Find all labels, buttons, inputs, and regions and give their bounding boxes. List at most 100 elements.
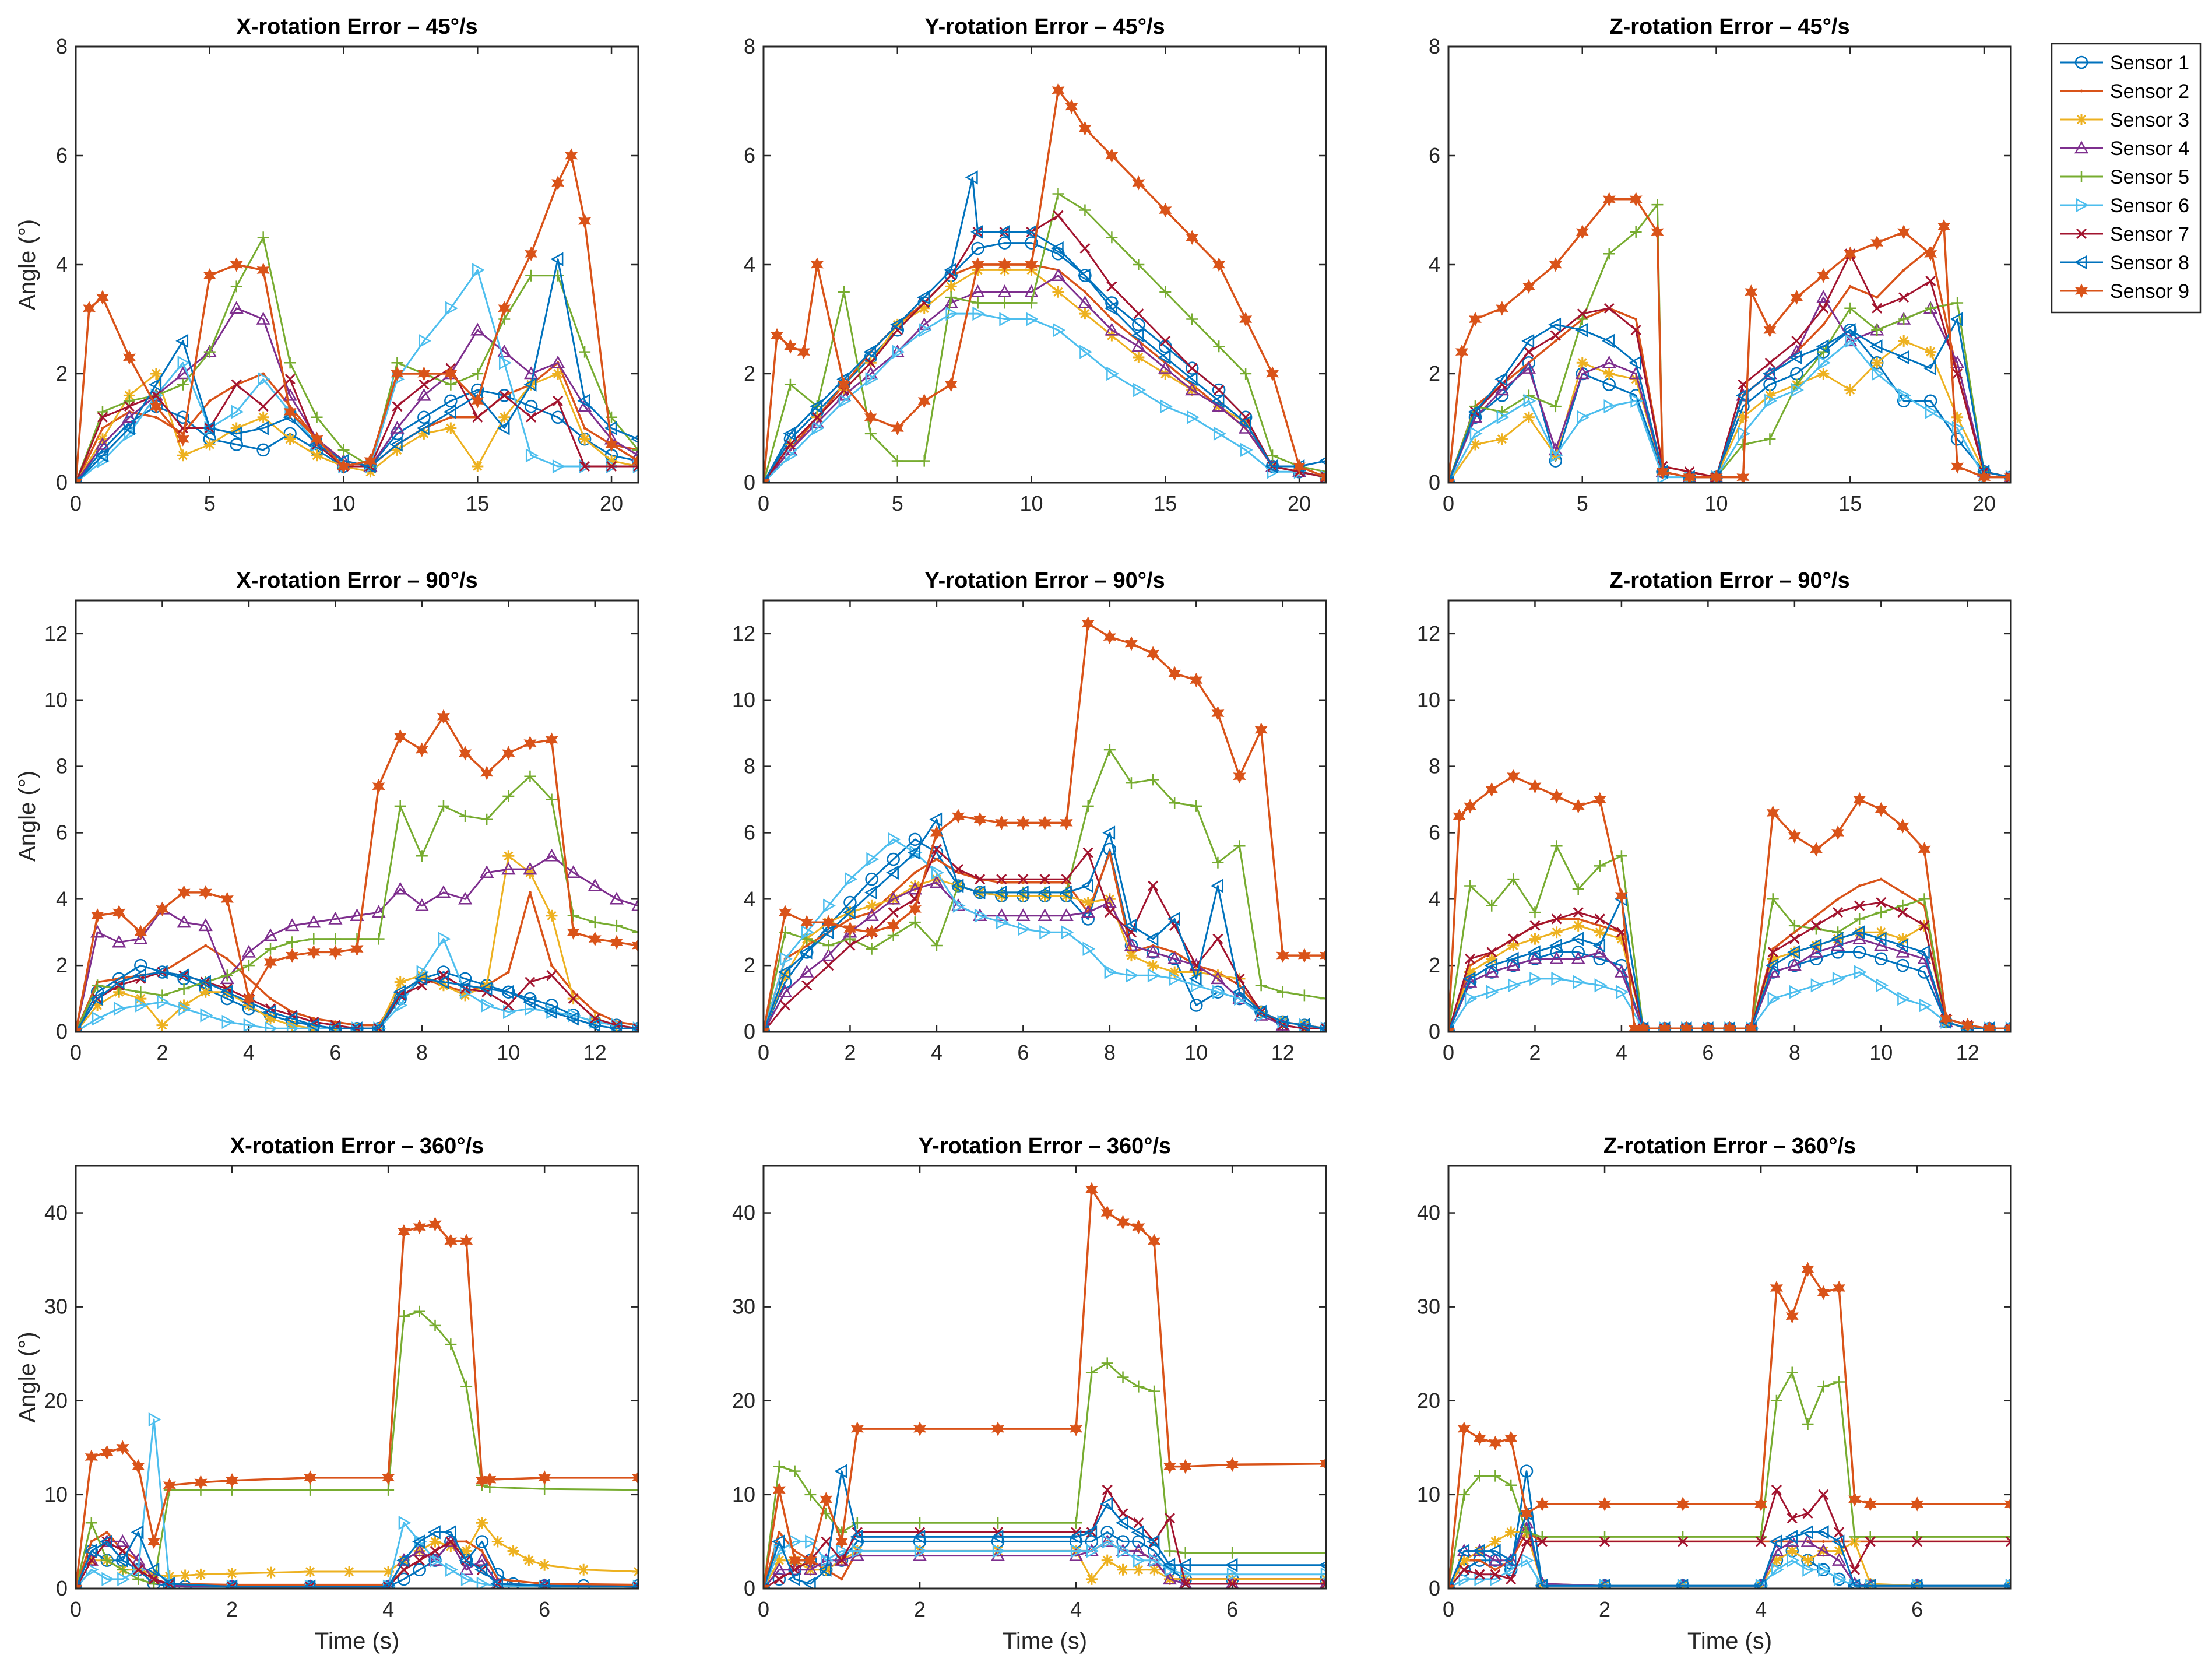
y-axis-label: Angle (°) (15, 771, 40, 862)
marker (307, 915, 321, 928)
x-tick-label: 10 (1705, 491, 1728, 515)
marker (523, 377, 537, 392)
marker (1457, 1544, 1470, 1558)
marker (525, 269, 537, 282)
marker (1952, 368, 1963, 380)
marker (1104, 965, 1117, 979)
marker (1521, 333, 1535, 349)
marker (1800, 1534, 1815, 1547)
subplot-title: Z-rotation Error – 45°/s (1609, 15, 1849, 39)
marker (92, 999, 104, 1011)
marker (1658, 1021, 1672, 1032)
marker (552, 459, 565, 474)
marker (122, 410, 137, 423)
y-tick-label: 8 (1429, 34, 1440, 58)
marker (605, 437, 618, 452)
subplot-title: Z-rotation Error – 360°/s (1603, 1134, 1856, 1158)
marker (1108, 851, 1112, 855)
marker (1145, 944, 1160, 958)
marker (1791, 382, 1804, 398)
marker (1059, 908, 1074, 922)
legend-label: Sensor 9 (2110, 280, 2189, 303)
marker (1615, 933, 1627, 945)
marker (1276, 948, 1289, 963)
x-tick-label: 2 (226, 1597, 238, 1621)
series-line-sensor-9 (1448, 198, 2011, 483)
marker (1147, 960, 1159, 972)
marker (96, 406, 108, 418)
marker (1179, 1459, 1192, 1474)
marker (1550, 330, 1561, 341)
marker (1320, 1578, 1326, 1589)
marker (85, 1449, 98, 1465)
x-axis-label: Time (s) (315, 1628, 399, 1654)
marker (579, 459, 592, 474)
marker (1126, 927, 1137, 938)
marker (886, 865, 899, 880)
marker (1464, 991, 1478, 1006)
marker (258, 401, 269, 412)
marker (1473, 1431, 1486, 1446)
x-tick-label: 4 (1616, 1041, 1627, 1064)
series-markers-sensor-6 (764, 307, 1326, 483)
marker (553, 395, 564, 406)
marker (1232, 985, 1245, 999)
marker (578, 213, 592, 229)
marker (460, 1572, 474, 1587)
marker (90, 1540, 93, 1543)
marker (226, 1473, 238, 1488)
marker (764, 1024, 771, 1032)
series-line-sensor-5 (764, 192, 1326, 483)
legend-entry-sensor-2: Sensor 2 (2060, 80, 2189, 103)
marker (1486, 899, 1498, 912)
marker (1629, 192, 1643, 207)
marker (1789, 985, 1802, 999)
marker (1549, 257, 1562, 272)
marker (1211, 393, 1225, 408)
marker (1162, 1572, 1177, 1585)
marker (1486, 947, 1497, 958)
marker (1495, 301, 1508, 316)
y-tick-label: 4 (1429, 887, 1440, 911)
marker (1507, 769, 1520, 784)
marker (414, 971, 428, 986)
marker (413, 1305, 425, 1317)
marker (417, 410, 431, 424)
marker (481, 813, 493, 825)
marker (609, 891, 624, 905)
marker (525, 448, 539, 463)
marker (264, 954, 277, 970)
marker (1485, 782, 1499, 797)
series-markers-sensor-5 (764, 1357, 1326, 1589)
marker (503, 1004, 516, 1019)
marker (230, 422, 242, 434)
marker (1085, 1573, 1098, 1585)
marker (1190, 672, 1203, 688)
marker (498, 411, 511, 423)
marker (413, 1220, 426, 1235)
marker (419, 333, 431, 349)
series-line-sensor-7 (764, 215, 1326, 483)
x-axis-label: Time (s) (1687, 1628, 1772, 1654)
marker (258, 372, 271, 386)
marker (178, 1002, 192, 1016)
marker (1100, 1534, 1114, 1547)
marker (112, 934, 126, 948)
marker (1680, 1021, 1693, 1032)
marker (382, 1484, 395, 1496)
marker (284, 433, 296, 445)
marker (460, 1380, 473, 1393)
marker (1810, 920, 1822, 931)
marker (1238, 416, 1251, 430)
marker (1786, 1545, 1798, 1557)
marker (780, 1000, 791, 1011)
marker (1830, 932, 1844, 946)
marker (995, 815, 1008, 831)
marker (1226, 1567, 1240, 1582)
marker (194, 1475, 208, 1490)
marker (1159, 368, 1172, 380)
y-tick-label: 6 (1429, 143, 1440, 167)
marker (537, 1579, 550, 1589)
marker (1065, 99, 1078, 114)
marker (866, 899, 878, 912)
